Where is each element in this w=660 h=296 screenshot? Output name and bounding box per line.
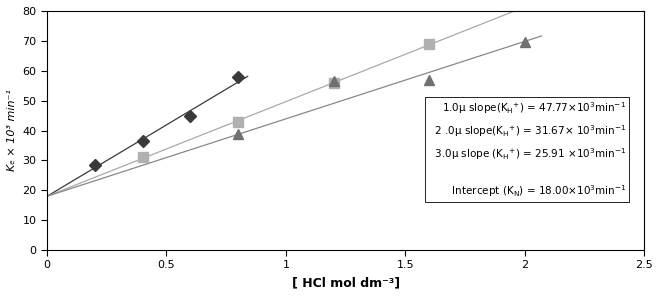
Text: 1.0μ slope(K$_{\mathrm{H}}$$^{+}$) = 47.77×10$^{3}$min$^{-1}$
  2 .0μ slope(K$_{: 1.0μ slope(K$_{\mathrm{H}}$$^{+}$) = 47.… <box>428 100 626 199</box>
X-axis label: [ HCl mol dm⁻³]: [ HCl mol dm⁻³] <box>292 276 400 289</box>
Y-axis label: Kₑ × 10³ min⁻¹: Kₑ × 10³ min⁻¹ <box>7 90 17 171</box>
